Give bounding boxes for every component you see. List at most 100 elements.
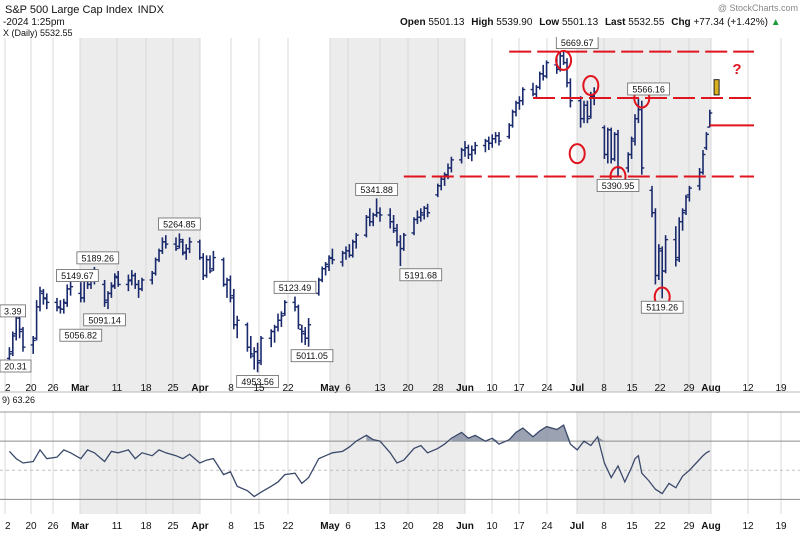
x-tick-label: Jun [456, 521, 474, 532]
x-tick-label: 6 [345, 521, 351, 532]
x-tick-label: 15 [626, 383, 638, 394]
price-label-box [56, 269, 99, 283]
x-tick-label: 15 [626, 521, 638, 532]
ohlc-bar [656, 244, 662, 280]
x-tick-label: 11 [112, 521, 123, 532]
ohlc-bar [465, 144, 471, 159]
rsi-panel [0, 424, 800, 500]
ohlc-bar [10, 331, 16, 357]
ohlc-bar [425, 203, 431, 218]
x-tick-label: 20 [402, 521, 414, 532]
price-label-text: 5011.05 [296, 351, 328, 361]
price-label-text: 5264.85 [163, 219, 196, 229]
x-tick-label: 25 [167, 521, 179, 532]
ohlc-bar [673, 226, 679, 267]
ohlc-bar [40, 288, 46, 305]
ohlc-bar [700, 150, 706, 175]
price-label-text: 5669.67 [561, 38, 594, 48]
x-tick-label: Apr [191, 521, 208, 532]
ohlc-bar [493, 132, 499, 144]
price-label-text: 5390.95 [602, 181, 635, 191]
rsi-overbought-fill [597, 436, 605, 442]
price-label: 5149.67 [56, 269, 99, 283]
ohlc-bar [469, 145, 475, 162]
x-tick-label: 18 [140, 383, 152, 394]
x-tick-label: 22 [654, 521, 666, 532]
ohlc-bar [227, 275, 233, 303]
x-tick-label: 20 [402, 383, 414, 394]
ohlc-bar [20, 327, 26, 352]
ohlc-bar [292, 296, 298, 312]
highlight-circle [568, 143, 586, 165]
watermark: @ StockCharts.com [718, 3, 798, 13]
ohlc-bar [683, 194, 689, 215]
ohlc-readout: Open 5501.13 High 5539.90 Low 5501.13 La… [400, 17, 781, 28]
ohlc-bar [295, 304, 301, 330]
ohlc-bar [139, 277, 145, 292]
ohlc-bar [584, 100, 590, 124]
ohlc-bar [326, 255, 332, 272]
x-tick-label: 19 [775, 383, 787, 394]
ohlc-bar [516, 96, 522, 110]
price-label: 3.39 [0, 304, 27, 318]
month-band [80, 412, 200, 514]
ohlc-bar [204, 255, 210, 278]
ohlc-bar [173, 237, 179, 251]
price-label-box [355, 183, 398, 196]
x-tick-label: 13 [374, 521, 386, 532]
x-tick-label: 24 [541, 521, 553, 532]
price-label-box [158, 217, 201, 231]
ohlc-bar [302, 327, 308, 345]
x-tick-label: 10 [486, 521, 498, 532]
ohlc-bar [251, 347, 257, 370]
ohlc-bar [707, 109, 713, 128]
ohlc-bar [224, 277, 230, 298]
price-label-box [399, 268, 443, 282]
price-label-box [236, 375, 279, 388]
ohlc-bar [125, 274, 131, 292]
x-tick-label: 2 [5, 521, 11, 532]
price-label: 5566.16 [627, 82, 670, 96]
x-tick-label: 18 [140, 521, 152, 532]
price-label: 5091.14 [83, 313, 126, 327]
x-tick-label: 8 [601, 521, 607, 532]
ohlc-bar [282, 300, 288, 316]
price-label-text: 5341.88 [360, 185, 393, 195]
rsi-overbought-fill [451, 432, 486, 442]
price-label-text: 5566.16 [632, 84, 665, 94]
x-tick-label: 15 [253, 383, 265, 394]
ohlc-bar [234, 315, 240, 339]
ohlc-bar [180, 238, 186, 256]
x-tick-label: 26 [47, 383, 59, 394]
ohlc-bar [112, 273, 118, 289]
ohlc-bar [567, 78, 573, 108]
x-tick-label: 20 [25, 383, 37, 394]
ohlc-bar [278, 311, 284, 328]
highlight-circle [582, 74, 600, 96]
ohlc-bar [17, 313, 23, 339]
ohlc-bar [258, 335, 264, 366]
price-label-box [59, 328, 103, 342]
x-tick-label: Mar [71, 383, 89, 394]
ohlc-bar [108, 282, 114, 298]
x-tick-label: 8 [228, 383, 234, 394]
rsi-legend: 9) 63.26 [2, 395, 35, 405]
x-tick-label: 28 [432, 383, 444, 394]
price-label-box [273, 280, 317, 294]
date-time: -2024 1:25pm [3, 17, 65, 28]
x-tick-label: 2 [5, 383, 11, 394]
ohlc-bar [207, 255, 213, 274]
ohlc-bar [30, 335, 36, 354]
x-tick-label: Jul [570, 521, 585, 532]
price-label-text: 4953.56 [241, 377, 274, 387]
price-label-box [596, 179, 640, 192]
ohlc-bar [37, 286, 43, 312]
price-label-box [0, 359, 32, 373]
ohlc-bar [231, 288, 237, 330]
question-mark: ? [732, 61, 741, 78]
x-tick-label: 22 [282, 383, 294, 394]
ohlc-bar [163, 235, 169, 249]
price-label-box [640, 300, 684, 314]
ohlc-bar [275, 313, 281, 332]
x-tick-label: 11 [112, 383, 123, 394]
